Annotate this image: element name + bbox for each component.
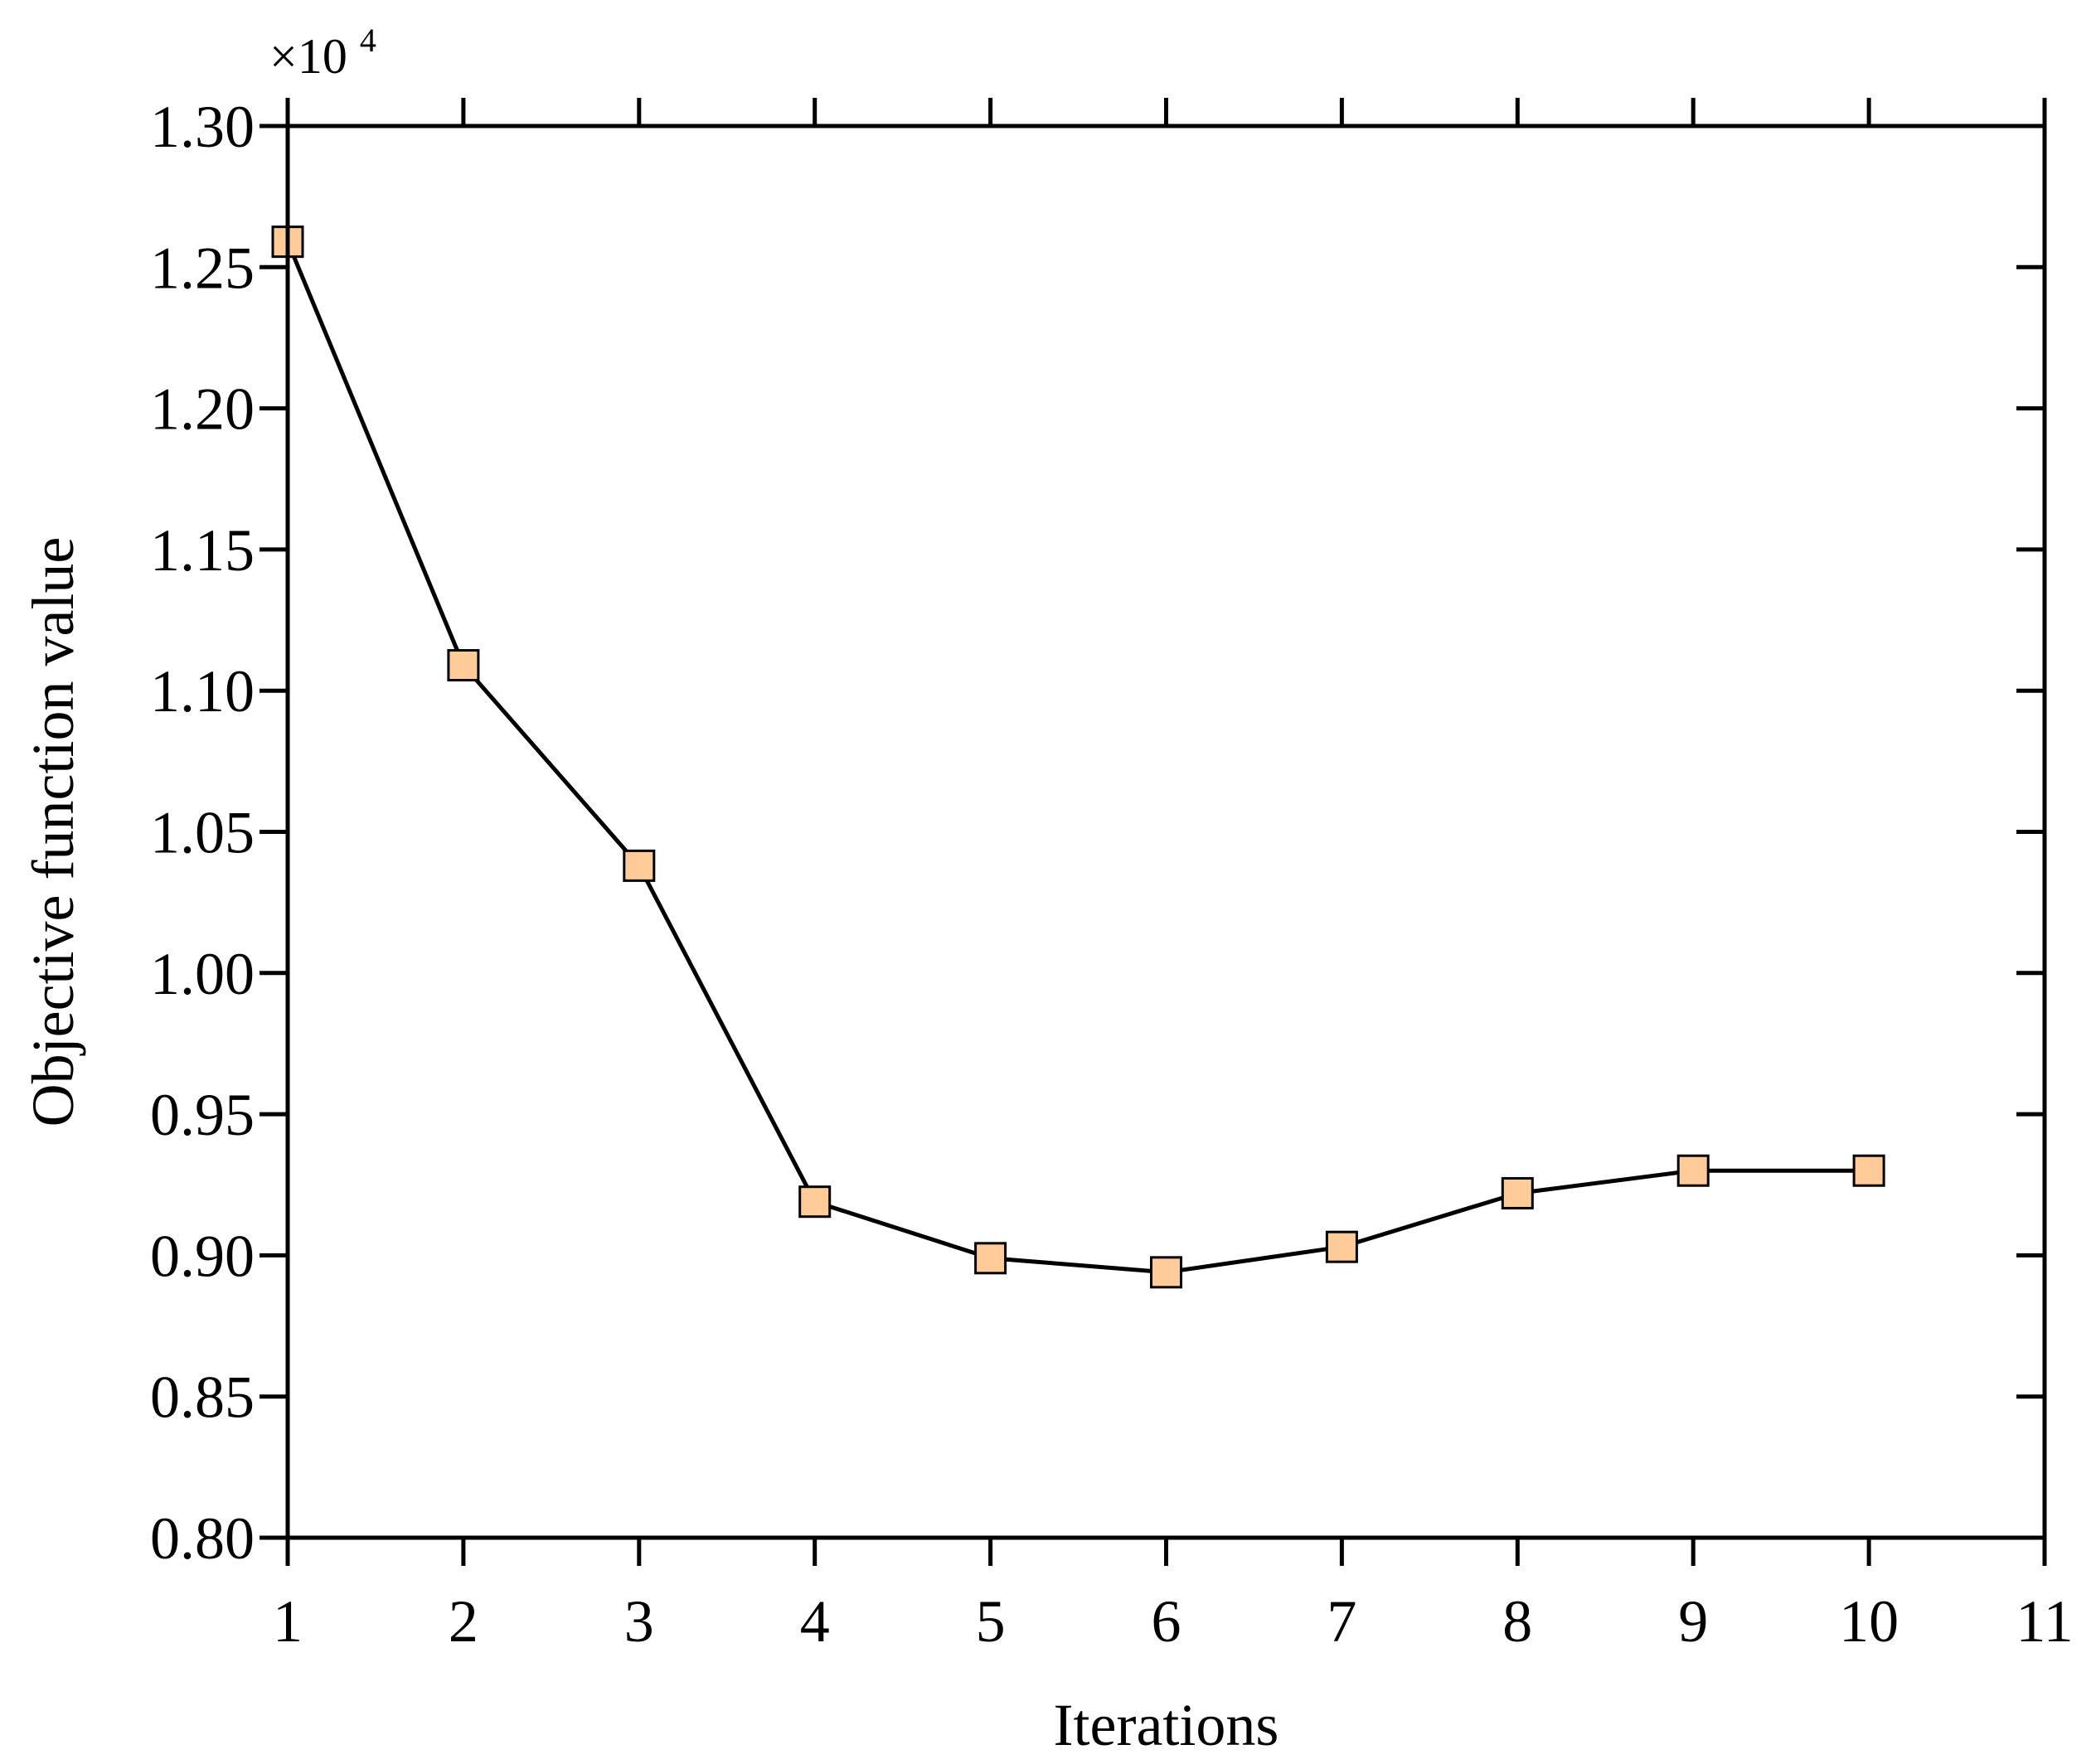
y-tick-label: 1.15 <box>150 517 255 584</box>
x-tick-label: 5 <box>976 1588 1006 1655</box>
x-tick-label: 10 <box>1839 1588 1899 1655</box>
data-point <box>1676 1154 1710 1187</box>
x-tick-label: 4 <box>800 1588 830 1655</box>
multiplier-exponent: 4 <box>360 22 376 59</box>
y-tick-label: 1.20 <box>150 376 255 443</box>
data-point <box>447 649 480 682</box>
data-point <box>1150 1256 1182 1289</box>
x-tick-label: 9 <box>1678 1588 1708 1655</box>
series-line <box>285 240 1870 1275</box>
data-point <box>1852 1154 1885 1187</box>
x-tick-label: 11 <box>2016 1588 2073 1655</box>
x-tick-label: 3 <box>624 1588 654 1655</box>
y-tick-label: 0.95 <box>150 1082 255 1148</box>
plot-frame <box>285 124 2047 1540</box>
x-tick-label: 2 <box>449 1588 478 1655</box>
data-point <box>623 849 656 882</box>
x-tick-label: 1 <box>273 1588 303 1655</box>
x-axis-title: Iterations <box>1054 1692 1279 1758</box>
y-tick-label: 0.85 <box>150 1364 255 1431</box>
x-tick-label: 7 <box>1327 1588 1356 1655</box>
y-tick-label: 1.10 <box>150 658 255 724</box>
data-point <box>1325 1230 1358 1263</box>
series-markers <box>271 225 1885 1289</box>
y-axis-title: Objective function value <box>20 537 86 1127</box>
x-tick-label: 6 <box>1152 1588 1181 1655</box>
data-point <box>798 1185 832 1219</box>
y-tick-label: 1.30 <box>150 94 255 160</box>
y-tick-label: 1.00 <box>150 941 255 1007</box>
data-point <box>974 1242 1007 1275</box>
multiplier-base: ×10 <box>269 29 347 84</box>
y-tick-label: 1.25 <box>150 235 255 301</box>
tick-labels: 1 2 3 4 5 6 7 8 9 10 11 0.80 0.85 0.90 0.95 1.00 1.05 1.1… <box>150 94 2074 1655</box>
x-tick-label: 8 <box>1502 1588 1532 1655</box>
y-tick-label: 0.90 <box>150 1223 255 1289</box>
y-tick-label: 0.80 <box>150 1505 255 1572</box>
y-tick-label: 1.05 <box>150 800 255 866</box>
axis-ticks <box>260 98 2047 1566</box>
data-point <box>1501 1176 1534 1209</box>
y-axis-multiplier: ×10 4 <box>269 22 376 84</box>
